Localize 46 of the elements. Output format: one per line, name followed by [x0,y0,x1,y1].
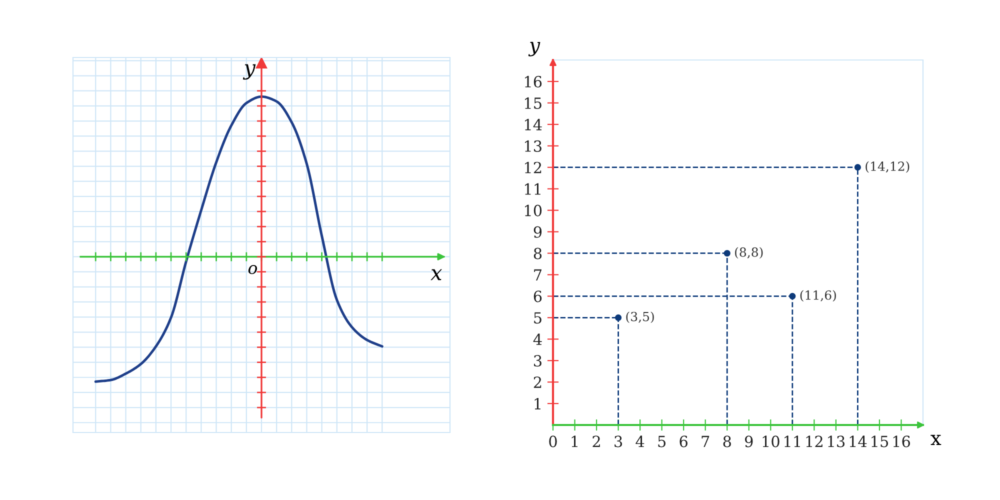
y-tick-label: 4 [533,334,542,345]
x-tick-label: 16 [893,436,910,448]
x-tick-label: 15 [872,436,888,448]
annotation: (11,6) [800,290,836,302]
y-tick-label: 5 [534,312,542,324]
x-axis-title: x [430,269,442,280]
x-tick-label: 13 [828,436,845,448]
y-tick-label: 11 [525,183,540,195]
x-tick-label: 9 [744,436,753,448]
annotation: (8,8) [735,247,763,259]
x-tick-label: 4 [636,436,644,448]
y-tick-label: 6 [534,290,542,302]
annotation: (3,5) [626,312,654,324]
y-tick-label: 9 [534,226,542,238]
annotation: o [248,265,258,274]
y-tick-label: 2 [534,376,542,388]
x-tick-label: 12 [806,436,822,448]
x-tick-label: 0 [549,436,557,448]
point [615,314,622,321]
x-tick-label: 8 [723,436,731,448]
y-tick-label: 16 [525,76,542,88]
point [789,292,796,300]
x-tick-label: 2 [592,436,600,448]
point [854,164,861,171]
y-axis-title: y [528,42,540,56]
y-tick-label: 14 [525,118,542,130]
x-axis-title: x [930,434,942,445]
y-tick-label: 1 [534,398,540,410]
x-tick-label: 3 [614,436,622,448]
x-tick-label: 1 [572,436,578,448]
x-tick-label: 14 [850,436,867,448]
y-tick-label: 13 [525,140,542,152]
x-tick-label: 10 [762,436,780,448]
annotation: (14,12) [866,161,910,173]
x-tick-label: 11 [784,436,800,448]
y-tick-label: 3 [534,355,542,367]
x-tick-label: 5 [658,436,666,448]
y-axis-title: y [242,64,256,80]
y-tick-label: 10 [525,204,542,216]
point [724,250,730,257]
y-tick-label: 15 [525,97,542,109]
y-tick-label: 7 [534,269,542,281]
x-tick-label: 7 [702,436,710,448]
y-tick-label: 12 [525,162,542,174]
x-tick-label: 6 [680,436,688,448]
y-tick-label: 8 [534,248,542,260]
